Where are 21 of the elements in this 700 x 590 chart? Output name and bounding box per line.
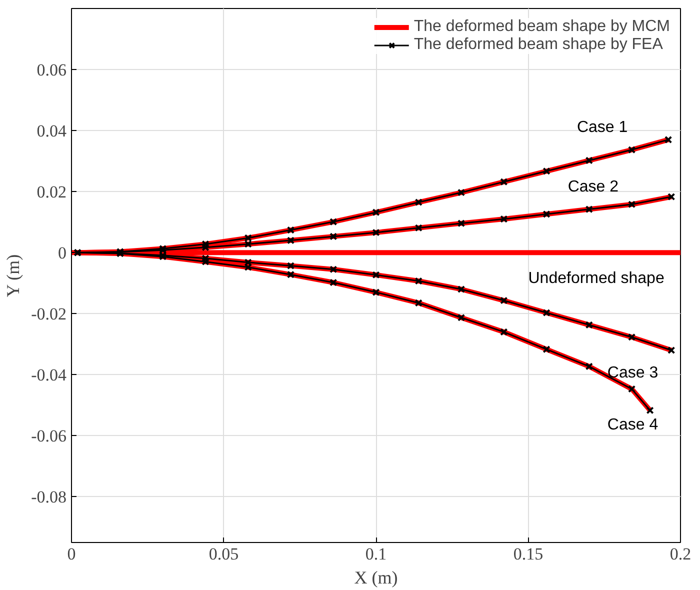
- legend-label: The deformed beam shape by FEA: [414, 36, 663, 54]
- y-tick-label: -0.06: [31, 426, 67, 446]
- annotation: Case 3: [607, 364, 658, 382]
- legend-label: The deformed beam shape by MCM: [414, 18, 670, 36]
- y-tick-label: 0: [58, 244, 66, 263]
- y-tick-label: -0.08: [31, 488, 67, 507]
- x-tick-label: 0.15: [513, 544, 544, 564]
- annotation: Case 1: [576, 119, 628, 136]
- y-tick-label: -0.02: [31, 304, 67, 324]
- annotation: Case 4: [607, 416, 658, 434]
- y-axis-title: Y (m): [3, 254, 24, 298]
- x-tick-label: 0.1: [365, 544, 387, 564]
- y-tick-label: 0.04: [36, 122, 67, 141]
- y-tick-label: 0.02: [36, 182, 66, 202]
- x-tick-label: 0.2: [670, 544, 692, 564]
- y-tick-label: -0.04: [31, 366, 67, 385]
- x-tick-label: 0.05: [208, 544, 239, 564]
- y-tick-label: 0.06: [36, 60, 66, 80]
- annotation: Case 2: [568, 178, 619, 196]
- annotation: Undeformed shape: [528, 270, 664, 288]
- x-axis-title: X (m): [354, 568, 398, 588]
